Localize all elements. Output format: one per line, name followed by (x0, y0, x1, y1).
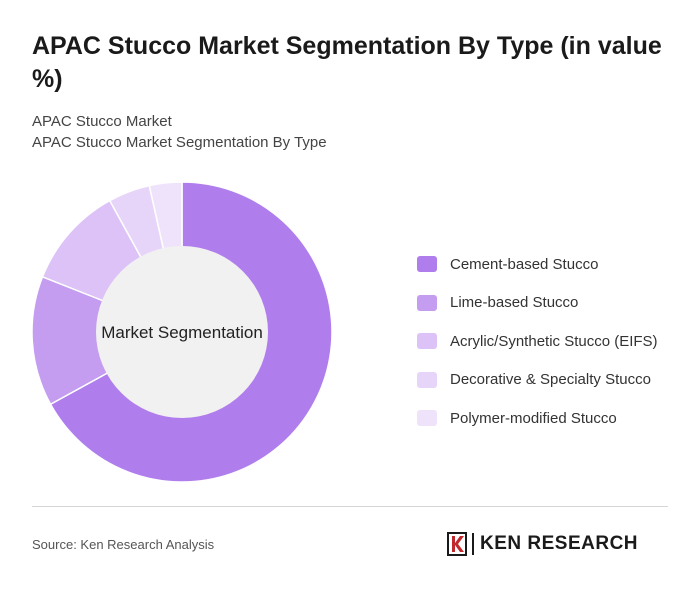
legend-item[interactable]: Cement-based Stucco (417, 245, 658, 284)
chart-subtitle-segmentation: APAC Stucco Market Segmentation By Type (32, 134, 327, 151)
legend-item[interactable]: Lime-based Stucco (417, 284, 658, 323)
brand-logo: KEN RESEARCH (447, 531, 638, 557)
footer-divider (32, 506, 668, 507)
legend-swatch (417, 410, 437, 427)
chart-legend: Cement-based Stucco Lime-based Stucco Acry… (417, 245, 658, 438)
source-note: Source: Ken Research Analysis (32, 537, 215, 552)
ken-research-logo-icon (447, 532, 467, 556)
legend-swatch (417, 333, 437, 350)
legend-item[interactable]: Polymer-modified Stucco (417, 399, 658, 438)
legend-label: Cement-based Stucco (450, 255, 599, 273)
chart-subtitle-market: APAC Stucco Market (32, 113, 172, 130)
legend-swatch (417, 294, 437, 311)
legend-swatch (417, 371, 437, 388)
donut-center-label: Market Segmentation (101, 323, 263, 342)
legend-label: Polymer-modified Stucco (450, 409, 617, 427)
donut-center (96, 246, 268, 418)
brand-name: KEN RESEARCH (480, 533, 639, 554)
legend-label: Acrylic/Synthetic Stucco (EIFS) (450, 332, 658, 350)
legend-swatch (417, 256, 437, 273)
legend-label: Decorative & Specialty Stucco (450, 371, 651, 389)
legend-item[interactable]: Acrylic/Synthetic Stucco (EIFS) (417, 322, 658, 361)
brand-separator (472, 533, 474, 555)
legend-label: Lime-based Stucco (450, 294, 579, 312)
legend-item[interactable]: Decorative & Specialty Stucco (417, 361, 658, 400)
chart-title: APAC Stucco Market Segmentation By Type … (32, 32, 662, 93)
donut-chart: Market Segmentation (31, 181, 333, 483)
